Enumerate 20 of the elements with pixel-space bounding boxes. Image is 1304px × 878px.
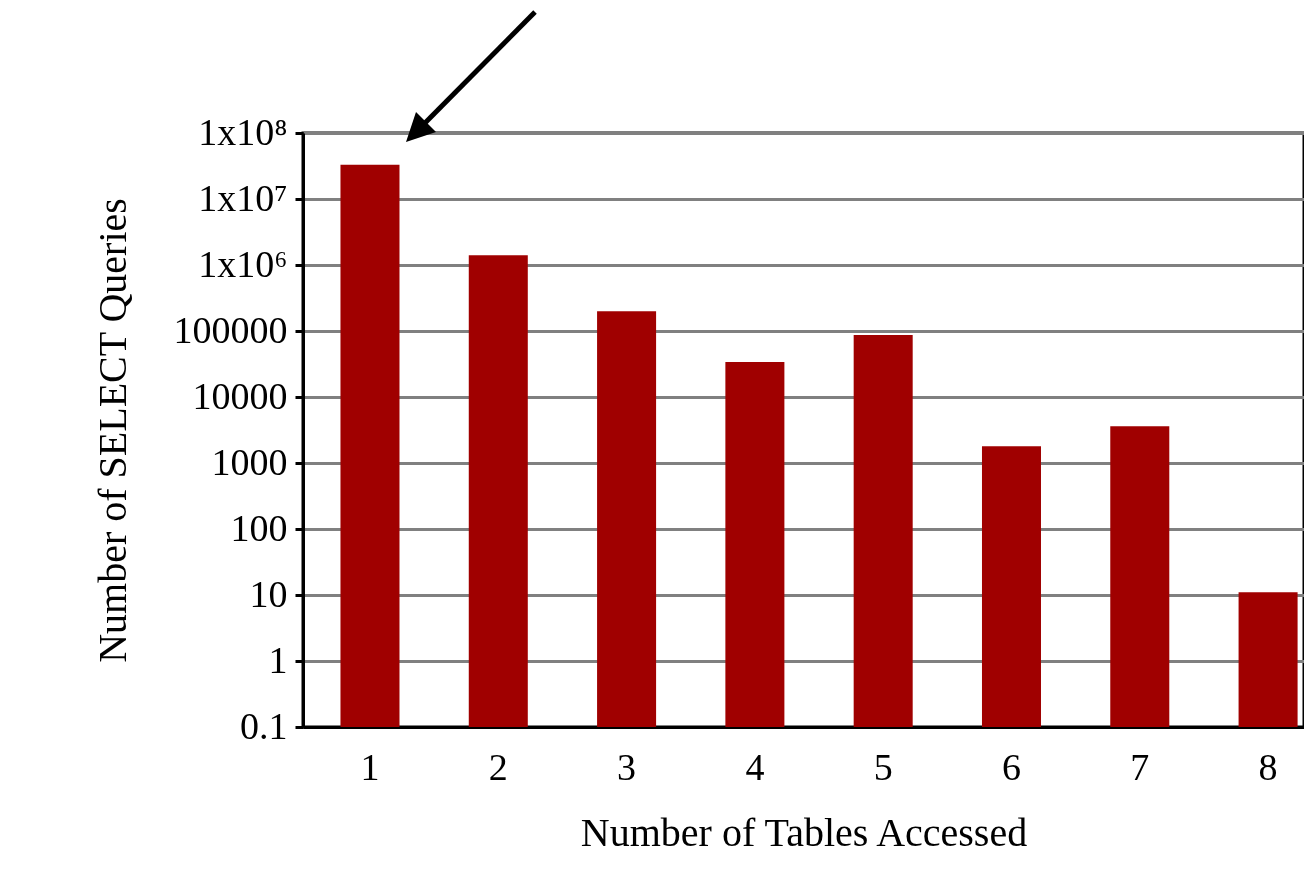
x-tick-label: 7 [1130, 745, 1150, 788]
y-tick-label: 100000 [173, 308, 288, 351]
y-axis-title: Number of SELECT Queries [89, 198, 135, 663]
x-axis-title: Number of Tables Accessed [580, 809, 1028, 855]
x-tick-label: 8 [1258, 745, 1278, 788]
y-tick-label: 10000 [192, 374, 288, 417]
x-tick-label: 2 [488, 745, 508, 788]
y-tick-label: 1 [268, 638, 288, 681]
x-tick-label: 5 [873, 745, 893, 788]
x-tick-label: 4 [745, 745, 765, 788]
y-tick-label: 1000 [211, 440, 288, 483]
y-tick-label: 100 [230, 506, 288, 549]
x-tick-label: 6 [1001, 745, 1021, 788]
y-tick-label: 1x10⁶ [198, 242, 288, 285]
y-tick-label: 10 [249, 572, 288, 615]
y-tick-label: 1x10⁷ [198, 176, 288, 219]
y-tick-label: 1x10⁸ [198, 110, 288, 153]
x-tick-label: 1 [360, 745, 380, 788]
y-tick-label: 0.1 [240, 704, 288, 747]
x-tick-label: 3 [617, 745, 637, 788]
